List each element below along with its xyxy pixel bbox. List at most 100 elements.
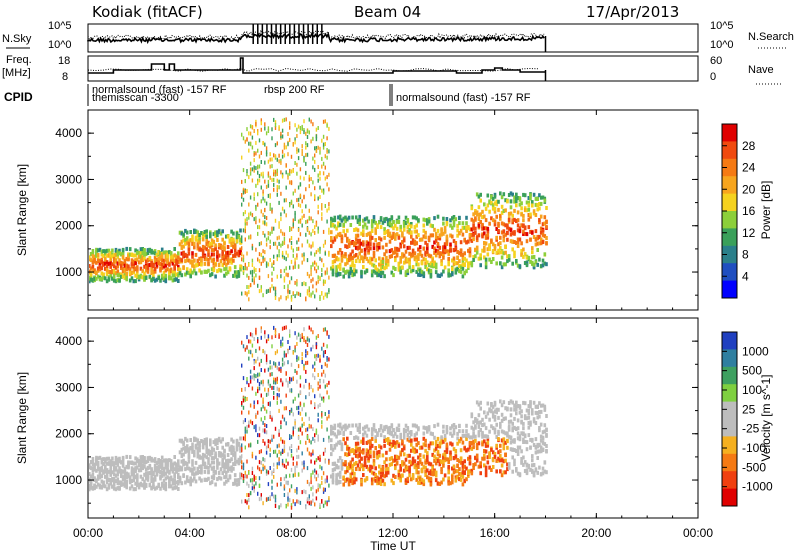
power-cell: [178, 271, 182, 276]
velocity-cell: [299, 383, 302, 388]
velocity-cell: [306, 343, 309, 347]
velocity-cell: [315, 489, 318, 494]
velocity-cell: [497, 407, 500, 412]
power-cell: [351, 269, 354, 274]
velocity-cell: [351, 449, 354, 453]
power-cell: [538, 220, 541, 225]
velocity-cell: [483, 410, 486, 415]
power-cell: [267, 236, 270, 241]
power-cell: [114, 271, 118, 276]
power-cell: [415, 262, 418, 267]
power-cell: [253, 152, 255, 157]
power-cell: [241, 257, 243, 262]
power-cell: [490, 194, 493, 199]
power-cell: [123, 275, 127, 280]
power-cell: [194, 229, 198, 234]
velocity-cell: [244, 470, 246, 475]
velocity-cell: [394, 466, 397, 471]
power-cell: [326, 182, 328, 187]
power-cell: [531, 255, 534, 260]
velocity-cell: [440, 435, 443, 440]
velocity-cell: [283, 417, 286, 422]
power-cell: [411, 240, 415, 245]
velocity-cell: [490, 402, 493, 407]
velocity-cell: [461, 470, 465, 475]
power-cell: [116, 269, 120, 274]
power-cell: [500, 265, 504, 270]
power-cell: [264, 220, 266, 225]
power-cell: [292, 218, 294, 223]
velocity-cell: [493, 452, 497, 456]
power-cell: [406, 271, 410, 276]
velocity-cell: [351, 457, 354, 462]
velocity-cell: [408, 435, 411, 440]
power-cell: [249, 171, 252, 176]
power-cell: [271, 284, 273, 289]
velocity-cell: [438, 444, 442, 449]
velocity-cell: [502, 400, 506, 405]
power-cell: [515, 219, 518, 223]
velocity-cell: [472, 440, 475, 445]
power-cell: [443, 245, 447, 250]
power-cell: [116, 254, 120, 259]
velocity-cell: [269, 466, 271, 470]
power-cell: [196, 233, 200, 238]
velocity-cell: [111, 456, 114, 461]
velocity-cell: [276, 386, 278, 391]
noise-left-tick-bottom: 10^0: [48, 39, 72, 51]
velocity-cell: [434, 470, 438, 475]
power-cell: [242, 168, 245, 173]
velocity-cell: [296, 355, 298, 360]
power-cell: [251, 269, 254, 274]
power-cell: [401, 240, 404, 245]
power-cell: [267, 126, 270, 131]
velocity-cell: [342, 437, 345, 442]
power-cell: [159, 278, 162, 283]
power-cell: [164, 256, 168, 261]
power-cell: [164, 268, 168, 273]
power-cell: [262, 212, 264, 217]
power-cell: [402, 238, 406, 243]
power-cell: [431, 258, 434, 263]
velocity-cell: [456, 463, 459, 468]
power-cell: [518, 202, 522, 207]
velocity-cell: [269, 415, 271, 419]
power-cell: [513, 208, 516, 213]
velocity-cell: [274, 449, 277, 454]
power-cell: [372, 242, 376, 247]
power-cell: [436, 236, 440, 240]
velocity-cell: [495, 469, 498, 474]
velocity-cell: [406, 427, 410, 432]
power-cell: [175, 254, 178, 259]
velocity-cell: [299, 440, 302, 445]
velocity-cell: [326, 390, 328, 395]
power-cell: [98, 277, 102, 282]
power-cell: [354, 215, 358, 220]
power-cell: [274, 172, 277, 177]
power-cell: [116, 278, 120, 283]
power-cell: [96, 253, 100, 257]
velocity-cell: [315, 477, 318, 482]
power-cell: [214, 243, 217, 248]
power-cell: [271, 226, 273, 231]
power-cell: [541, 263, 545, 268]
power-cell: [363, 217, 367, 222]
power-cell: [424, 257, 427, 262]
velocity-cell: [166, 462, 169, 467]
velocity-cell: [338, 470, 342, 475]
power-cell: [459, 240, 463, 245]
velocity-cell: [458, 429, 461, 434]
power-cell: [538, 257, 541, 262]
power-cell: [169, 251, 173, 256]
power-cell: [520, 212, 523, 217]
velocity-cell: [246, 335, 248, 340]
power-cell: [239, 228, 242, 233]
velocity-cell: [130, 469, 134, 474]
velocity-cell: [477, 464, 481, 469]
power-cell: [322, 134, 325, 139]
power-cell: [287, 175, 289, 180]
velocity-cell: [328, 334, 330, 339]
velocity-cell: [474, 462, 477, 467]
velocity-cell: [372, 454, 376, 459]
power-cell: [89, 264, 91, 268]
